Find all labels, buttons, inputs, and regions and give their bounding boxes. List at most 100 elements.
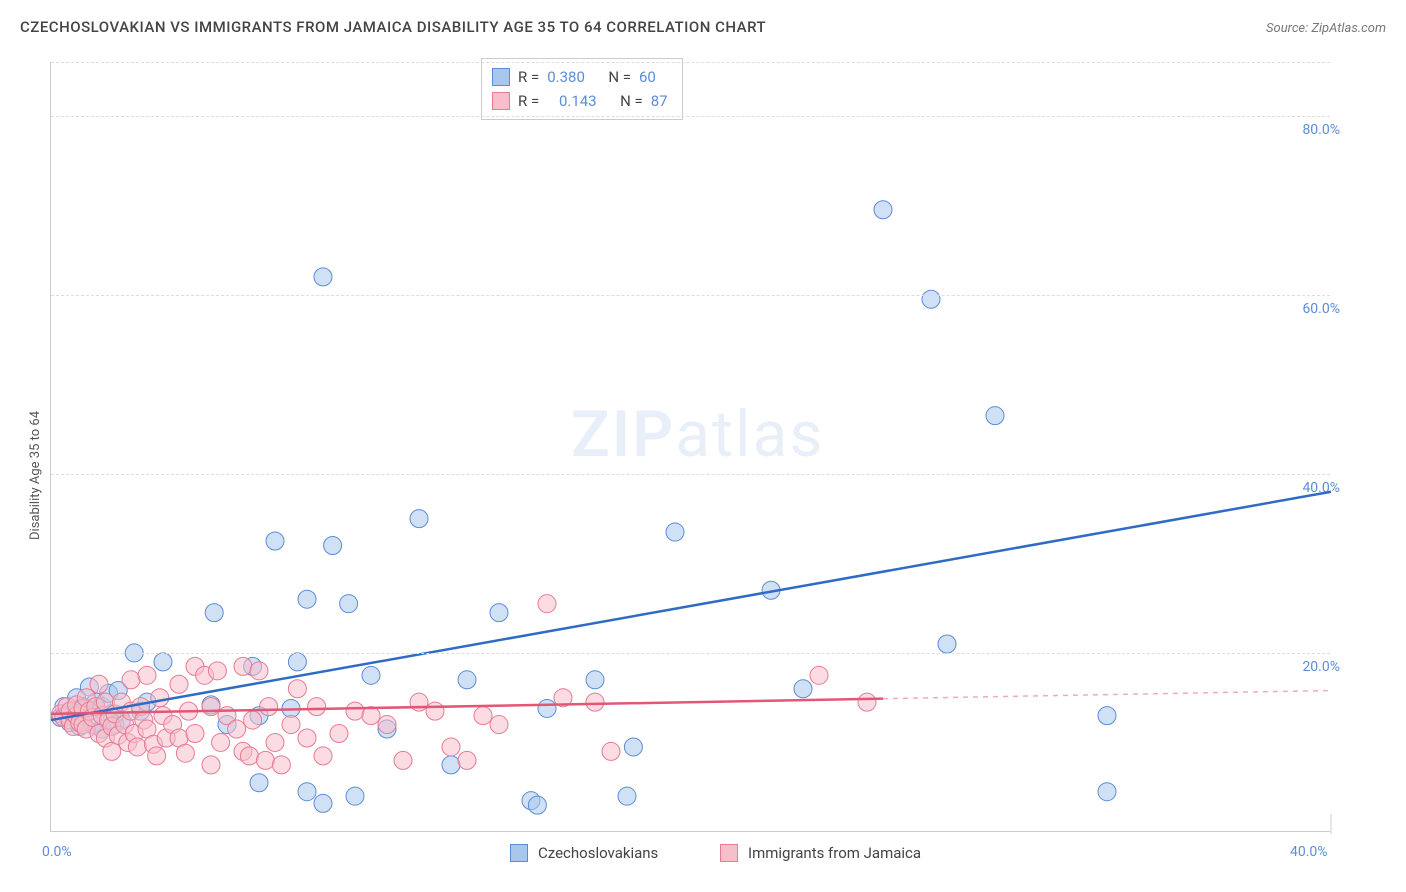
scatter-point	[228, 720, 246, 738]
legend-series2: Immigrants from Jamaica	[720, 844, 921, 862]
scatter-point	[208, 662, 226, 680]
scatter-point	[266, 733, 284, 751]
scatter-point	[490, 604, 508, 622]
x-tick-label: 40.0%	[1290, 844, 1328, 860]
trend-line-dashed	[883, 691, 1331, 699]
scatter-point	[986, 407, 1004, 425]
source-prefix: Source:	[1266, 21, 1308, 36]
scatter-point	[260, 698, 278, 716]
scatter-point	[314, 268, 332, 286]
scatter-point	[458, 671, 476, 689]
scatter-point	[205, 604, 223, 622]
scatter-point	[103, 742, 121, 760]
chart-title: CZECHOSLOVAKIAN VS IMMIGRANTS FROM JAMAI…	[20, 18, 766, 36]
scatter-point	[308, 698, 326, 716]
scatter-point	[202, 756, 220, 774]
scatter-point	[90, 675, 108, 693]
grid-line	[51, 474, 1330, 475]
y-tick-label: 40.0%	[1280, 480, 1340, 496]
y-tick-label: 20.0%	[1280, 659, 1340, 675]
scatter-point	[586, 671, 604, 689]
scatter-point	[490, 716, 508, 734]
scatter-point	[122, 671, 140, 689]
stats-n-value-2: 87	[651, 92, 668, 110]
scatter-point	[330, 725, 348, 743]
scatter-point	[240, 747, 258, 765]
scatter-point	[1098, 783, 1116, 801]
scatter-point	[288, 653, 306, 671]
scatter-point	[128, 738, 146, 756]
scatter-point	[394, 751, 412, 769]
scatter-point	[528, 796, 546, 814]
stats-n-label-1: N =	[608, 68, 631, 86]
swatch-series1	[492, 68, 510, 86]
scatter-point	[138, 666, 156, 684]
scatter-point	[212, 733, 230, 751]
scatter-point	[234, 657, 252, 675]
scatter-point	[151, 689, 169, 707]
scatter-point	[362, 666, 380, 684]
scatter-point	[298, 590, 316, 608]
scatter-point	[170, 675, 188, 693]
stats-n-value-1: 60	[639, 68, 656, 86]
scatter-point	[426, 702, 444, 720]
legend-swatch-1	[510, 844, 528, 862]
scatter-point	[618, 787, 636, 805]
scatter-point	[314, 747, 332, 765]
scatter-point	[458, 751, 476, 769]
scatter-point	[602, 742, 620, 760]
scatter-point	[298, 783, 316, 801]
scatter-point	[186, 725, 204, 743]
source-label: Source: ZipAtlas.com	[1266, 21, 1386, 36]
trend-line	[51, 699, 883, 714]
scatter-point	[346, 702, 364, 720]
scatter-point	[176, 744, 194, 762]
grid-line	[51, 295, 1330, 296]
stats-r-label-1: R =	[518, 68, 539, 86]
scatter-point	[922, 290, 940, 308]
scatter-point	[538, 595, 556, 613]
scatter-point	[624, 738, 642, 756]
scatter-point	[538, 699, 556, 717]
scatter-point	[250, 662, 268, 680]
stats-box: R = 0.380 N = 60 R = 0.143 N = 87	[481, 58, 683, 120]
scatter-point	[314, 794, 332, 812]
scatter-point	[858, 693, 876, 711]
scatter-point	[666, 523, 684, 541]
scatter-point	[324, 536, 342, 554]
y-axis-title: Disability Age 35 to 64	[28, 411, 43, 540]
legend-series1: Czechoslovakians	[510, 844, 658, 862]
scatter-point	[250, 774, 268, 792]
stats-n-label-2: N =	[620, 92, 643, 110]
legend-label-2: Immigrants from Jamaica	[748, 844, 921, 862]
y-tick-label: 60.0%	[1280, 301, 1340, 317]
stats-r-value-1: 0.380	[547, 68, 585, 86]
title-bar: CZECHOSLOVAKIAN VS IMMIGRANTS FROM JAMAI…	[20, 18, 1386, 36]
scatter-point	[1098, 707, 1116, 725]
scatter-point	[256, 751, 274, 769]
grid-line	[51, 62, 1330, 63]
stats-r-value-2: 0.143	[559, 92, 597, 110]
swatch-series2	[492, 92, 510, 110]
scatter-point	[288, 680, 306, 698]
scatter-point	[874, 201, 892, 219]
legend-label-1: Czechoslovakians	[538, 844, 658, 862]
scatter-point	[340, 595, 358, 613]
scatter-point	[586, 693, 604, 711]
scatter-point	[794, 680, 812, 698]
scatter-point	[442, 738, 460, 756]
scatter-point	[282, 716, 300, 734]
scatter-point	[378, 716, 396, 734]
trend-line	[51, 492, 1331, 720]
scatter-point	[266, 532, 284, 550]
scatter-point	[938, 635, 956, 653]
plot-area: ZIPatlas R = 0.380 N = 60 R = 0.143 N = …	[50, 62, 1330, 832]
scatter-point	[202, 698, 220, 716]
scatter-point	[298, 729, 316, 747]
stats-r-label-2: R =	[518, 92, 539, 110]
scatter-point	[272, 756, 290, 774]
source-value: ZipAtlas.com	[1311, 21, 1386, 36]
grid-line	[51, 653, 1330, 654]
scatter-point	[244, 711, 262, 729]
scatter-point	[346, 787, 364, 805]
